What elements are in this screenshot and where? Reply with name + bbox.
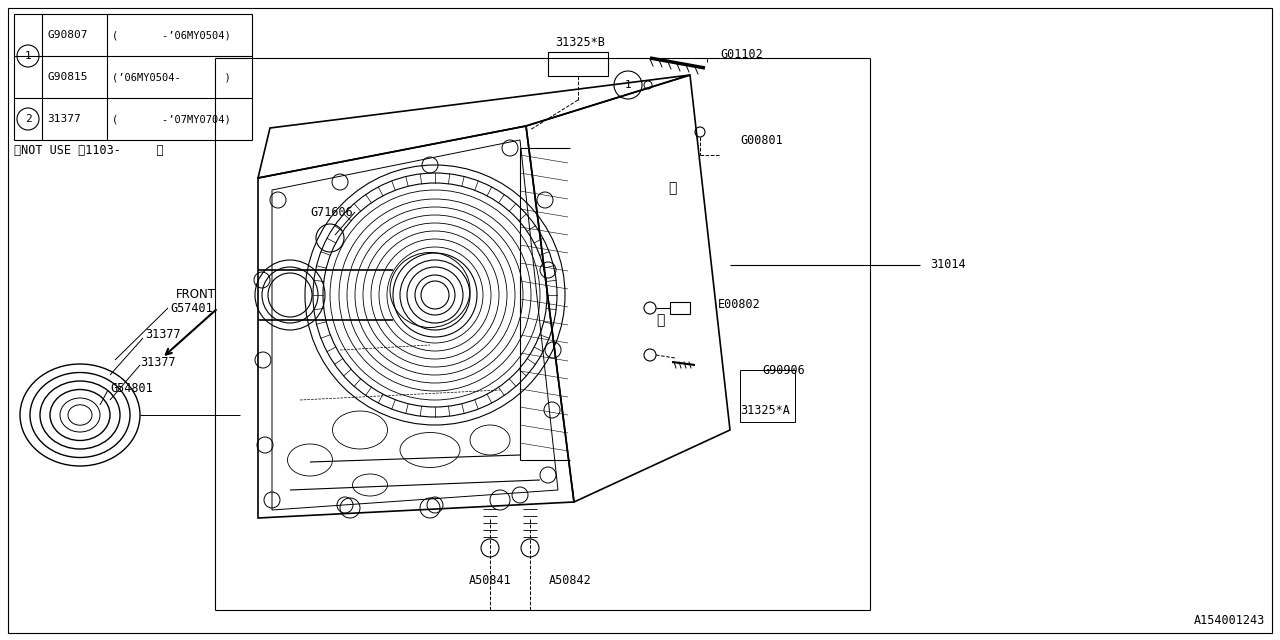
Text: (       -’06MY0504): ( -’06MY0504) bbox=[113, 30, 230, 40]
Bar bbox=[548, 52, 608, 76]
Text: A50841: A50841 bbox=[468, 573, 512, 586]
Text: A50842: A50842 bbox=[549, 573, 591, 586]
Text: (       -’07MY0704): ( -’07MY0704) bbox=[113, 114, 230, 124]
Text: A154001243: A154001243 bbox=[1194, 614, 1265, 627]
Text: G90815: G90815 bbox=[47, 72, 87, 82]
Text: ※: ※ bbox=[668, 181, 676, 195]
Text: G90906: G90906 bbox=[762, 364, 805, 376]
Text: G57401: G57401 bbox=[170, 301, 212, 314]
Bar bbox=[14, 14, 252, 140]
Text: G71606: G71606 bbox=[310, 205, 353, 218]
Text: 31325*B: 31325*B bbox=[556, 36, 605, 49]
Text: E00802: E00802 bbox=[718, 298, 760, 312]
Text: 1: 1 bbox=[625, 80, 631, 90]
Text: 31377: 31377 bbox=[140, 355, 175, 369]
Bar bbox=[740, 370, 795, 422]
Text: 31325*A: 31325*A bbox=[740, 403, 790, 417]
Text: G00801: G00801 bbox=[740, 134, 783, 147]
Text: FRONT: FRONT bbox=[177, 289, 216, 301]
Text: 31377: 31377 bbox=[145, 328, 180, 342]
Text: G01102: G01102 bbox=[719, 49, 763, 61]
Text: (’06MY0504-       ): (’06MY0504- ) bbox=[113, 72, 230, 82]
Text: ※NOT USE 〈1103-     〉: ※NOT USE 〈1103- 〉 bbox=[14, 143, 164, 157]
Text: 31377: 31377 bbox=[47, 114, 81, 124]
Text: G54801: G54801 bbox=[110, 381, 152, 394]
Text: 2: 2 bbox=[24, 114, 32, 124]
Text: 1: 1 bbox=[24, 51, 32, 61]
Text: 31014: 31014 bbox=[931, 259, 965, 271]
Text: G90807: G90807 bbox=[47, 30, 87, 40]
Text: ※: ※ bbox=[655, 313, 664, 327]
Bar bbox=[669, 302, 690, 314]
